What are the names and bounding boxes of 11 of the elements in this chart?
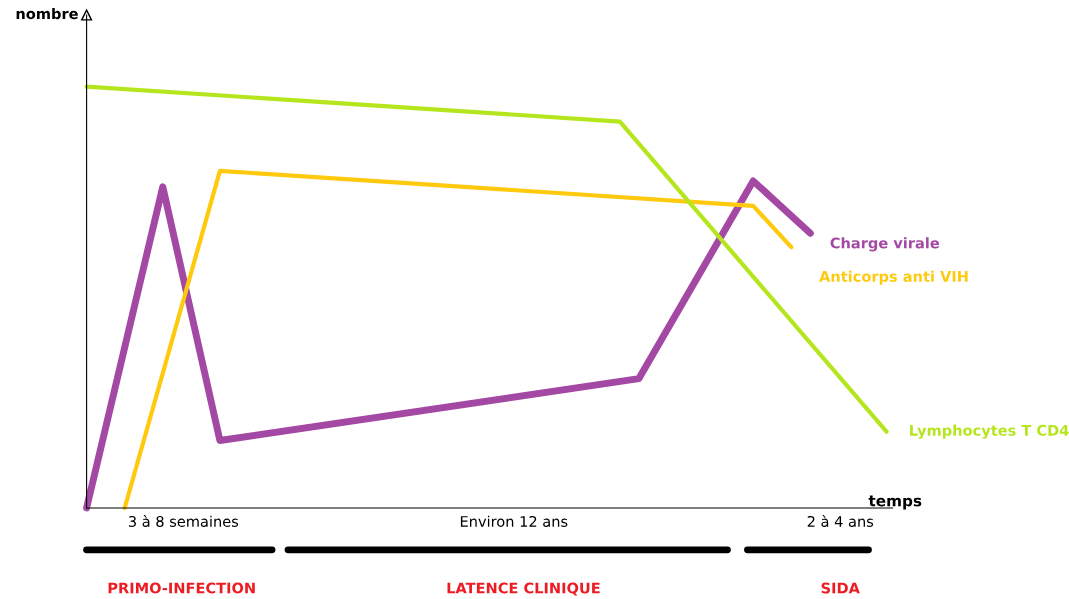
series-label: Lymphocytes T CD4 [910,424,1069,439]
text: PRIMO-INFECTION [108,582,255,594]
text: LATENCE CLINIQUE [447,582,600,596]
x-axis-title: temps [868,495,922,510]
series-label: Charge virale [830,237,940,252]
text: 3 à 8 semaines [128,515,239,527]
y-axis-title: nombre [16,7,78,20]
text: Anticorps anti VIH [819,270,968,285]
text: Environ 12 ans [460,515,568,527]
text: 2 à 4 ans [807,515,874,527]
text: SIDA [821,582,860,594]
